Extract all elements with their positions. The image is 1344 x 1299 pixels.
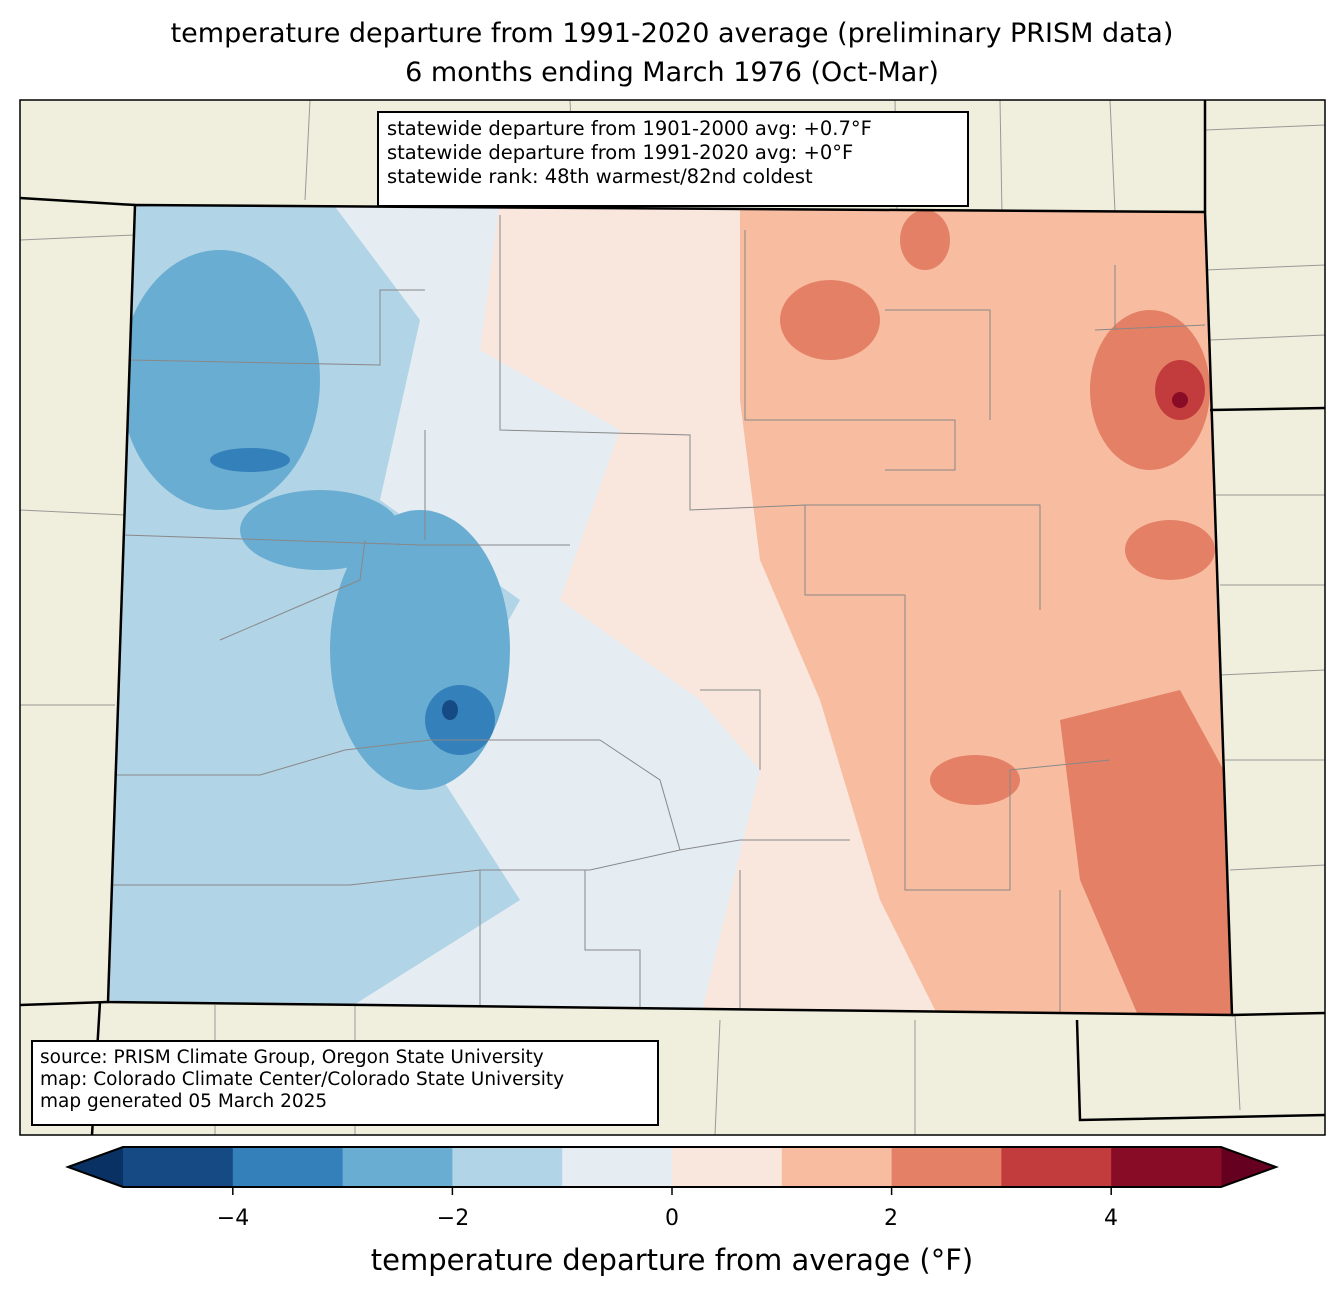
colorbar-segment <box>562 1147 673 1187</box>
colorbar-label: temperature departure from average (°F) <box>370 1243 974 1277</box>
stats-departure-1991-2020: statewide departure from 1991-2020 avg: … <box>387 141 854 164</box>
map-frame <box>19 99 1326 1136</box>
colorbar-segment <box>1111 1147 1222 1187</box>
statewide-stats-box: statewide departure from 1901-2000 avg: … <box>377 111 969 207</box>
county-lines <box>108 215 1206 1015</box>
state-borders <box>19 100 1326 1136</box>
colorbar-outline <box>65 1146 1279 1188</box>
temperature-field <box>108 205 1232 1015</box>
colorbar-tick-label: −2 <box>436 1206 470 1231</box>
map-subtitle: 6 months ending March 1976 (Oct-Mar) <box>405 57 939 88</box>
colorbar-extend-low <box>68 1147 123 1187</box>
map-credit-line: map: Colorado Climate Center/Colorado St… <box>40 1069 565 1090</box>
colorbar-segment <box>672 1147 783 1187</box>
source-box: source: PRISM Climate Group, Oregon Stat… <box>31 1040 659 1126</box>
colorbar-extend-high <box>1221 1147 1276 1187</box>
generated-date-line: map generated 05 March 2025 <box>40 1091 328 1112</box>
colorbar-tick-label: 2 <box>884 1206 898 1231</box>
colorbar-segment <box>123 1147 234 1187</box>
colorbar-segment <box>891 1147 1002 1187</box>
colorbar-tick-label: 0 <box>665 1206 679 1231</box>
map-title: temperature departure from 1991-2020 ave… <box>170 18 1174 49</box>
colorbar-segment <box>232 1147 344 1187</box>
colorbar-segment <box>1001 1147 1112 1187</box>
source-line: source: PRISM Climate Group, Oregon Stat… <box>40 1047 544 1068</box>
colorbar-tick-label: 4 <box>1104 1206 1118 1231</box>
stats-rank: statewide rank: 48th warmest/82nd coldes… <box>387 165 813 188</box>
colorbar-segment <box>342 1147 453 1187</box>
colorbar-segment <box>452 1147 563 1187</box>
stats-departure-1901-2000: statewide departure from 1901-2000 avg: … <box>387 117 872 140</box>
colorbar-segment <box>781 1147 893 1187</box>
colorbar-tick-label: −4 <box>216 1206 250 1231</box>
colorbar <box>65 1146 1279 1195</box>
